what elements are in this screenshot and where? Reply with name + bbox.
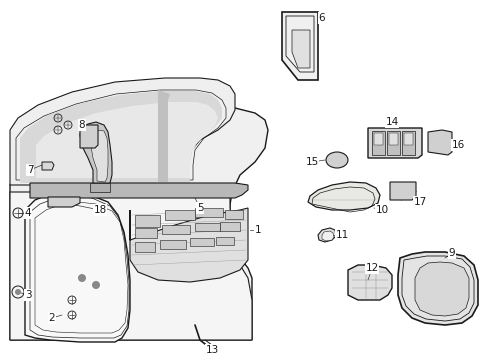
Text: 15: 15 bbox=[305, 157, 318, 167]
Polygon shape bbox=[130, 208, 248, 282]
Polygon shape bbox=[404, 133, 413, 145]
Text: 8: 8 bbox=[79, 120, 85, 130]
Polygon shape bbox=[415, 262, 469, 316]
Polygon shape bbox=[158, 90, 170, 182]
Circle shape bbox=[78, 274, 86, 282]
Polygon shape bbox=[135, 242, 155, 252]
Text: 4: 4 bbox=[24, 208, 31, 218]
Polygon shape bbox=[318, 228, 336, 242]
Text: 18: 18 bbox=[94, 205, 107, 215]
Polygon shape bbox=[25, 192, 130, 342]
Polygon shape bbox=[195, 223, 220, 231]
Polygon shape bbox=[48, 197, 80, 207]
Text: 14: 14 bbox=[385, 117, 399, 127]
Polygon shape bbox=[225, 210, 243, 219]
Polygon shape bbox=[160, 240, 186, 249]
Polygon shape bbox=[80, 122, 112, 183]
Polygon shape bbox=[282, 12, 318, 80]
Polygon shape bbox=[36, 102, 218, 178]
Text: 7: 7 bbox=[26, 165, 33, 175]
Text: 12: 12 bbox=[366, 263, 379, 273]
Polygon shape bbox=[162, 225, 190, 234]
Polygon shape bbox=[390, 182, 416, 200]
Polygon shape bbox=[389, 133, 398, 145]
Polygon shape bbox=[135, 215, 160, 227]
Circle shape bbox=[15, 289, 21, 295]
Polygon shape bbox=[20, 91, 222, 183]
Polygon shape bbox=[428, 130, 452, 155]
Polygon shape bbox=[135, 228, 157, 238]
Polygon shape bbox=[80, 125, 98, 148]
Polygon shape bbox=[292, 30, 310, 68]
Text: 9: 9 bbox=[449, 248, 455, 258]
Text: 16: 16 bbox=[451, 140, 465, 150]
Circle shape bbox=[92, 281, 100, 289]
Text: 1: 1 bbox=[255, 225, 261, 235]
Text: 3: 3 bbox=[24, 290, 31, 300]
Polygon shape bbox=[91, 130, 108, 182]
Polygon shape bbox=[402, 131, 415, 155]
Polygon shape bbox=[195, 208, 223, 217]
Polygon shape bbox=[374, 133, 383, 145]
Polygon shape bbox=[398, 252, 478, 325]
Polygon shape bbox=[10, 192, 252, 340]
Text: 6: 6 bbox=[318, 13, 325, 23]
Text: 11: 11 bbox=[335, 230, 348, 240]
Text: 10: 10 bbox=[375, 205, 389, 215]
Polygon shape bbox=[165, 210, 195, 220]
Polygon shape bbox=[190, 238, 214, 246]
Ellipse shape bbox=[326, 152, 348, 168]
Text: 17: 17 bbox=[414, 197, 427, 207]
Polygon shape bbox=[322, 231, 334, 241]
Polygon shape bbox=[348, 265, 392, 300]
Text: 5: 5 bbox=[196, 203, 203, 213]
Polygon shape bbox=[368, 128, 422, 158]
Text: 2: 2 bbox=[49, 313, 55, 323]
Polygon shape bbox=[10, 78, 235, 185]
Polygon shape bbox=[220, 222, 240, 231]
Text: 13: 13 bbox=[205, 345, 219, 355]
Polygon shape bbox=[30, 183, 248, 198]
Polygon shape bbox=[372, 131, 385, 155]
Polygon shape bbox=[216, 237, 234, 245]
Polygon shape bbox=[42, 162, 54, 170]
Polygon shape bbox=[308, 182, 380, 210]
Polygon shape bbox=[90, 183, 110, 192]
Polygon shape bbox=[10, 107, 268, 340]
Polygon shape bbox=[387, 131, 400, 155]
